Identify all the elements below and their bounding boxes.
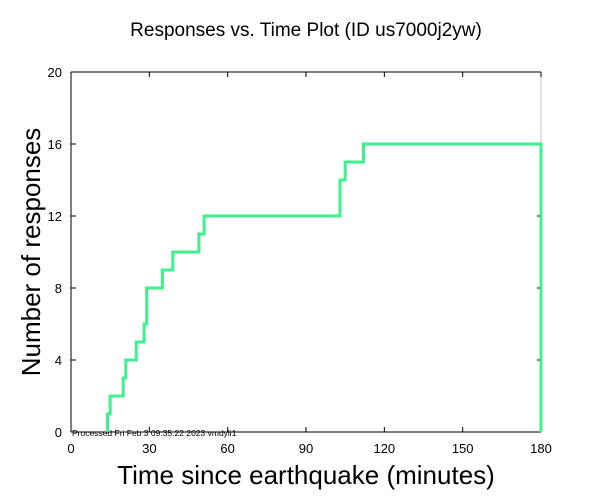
x-tick-label: 150 xyxy=(452,441,474,456)
x-tick-label: 30 xyxy=(142,441,156,456)
tick-labels: 0 30 60 90 120 150 180 0 4 8 12 16 20 xyxy=(48,65,552,456)
x-tick-label: 90 xyxy=(299,441,313,456)
x-tick-label: 180 xyxy=(530,441,552,456)
y-tick-label: 12 xyxy=(48,209,62,224)
y-tick-label: 8 xyxy=(55,281,62,296)
processed-annotation: Processed Fri Feb 3 09:35:22 2023 vmdyli… xyxy=(72,428,237,438)
x-tick-label: 120 xyxy=(373,441,395,456)
y-tick-label: 16 xyxy=(48,137,62,152)
y-tick-label: 4 xyxy=(55,353,62,368)
responses-step-line xyxy=(106,142,543,432)
x-tick-label: 60 xyxy=(220,441,234,456)
axis-ticks xyxy=(70,71,542,433)
x-tick-label: 0 xyxy=(67,441,74,456)
y-axis-label: Number of responses xyxy=(16,128,46,377)
chart-title: Responses vs. Time Plot (ID us7000j2yw) xyxy=(130,20,482,41)
x-axis-label: Time since earthquake (minutes) xyxy=(117,460,495,490)
y-tick-label: 20 xyxy=(48,65,62,80)
plot-axes xyxy=(70,71,542,433)
y-tick-label: 0 xyxy=(55,425,62,440)
